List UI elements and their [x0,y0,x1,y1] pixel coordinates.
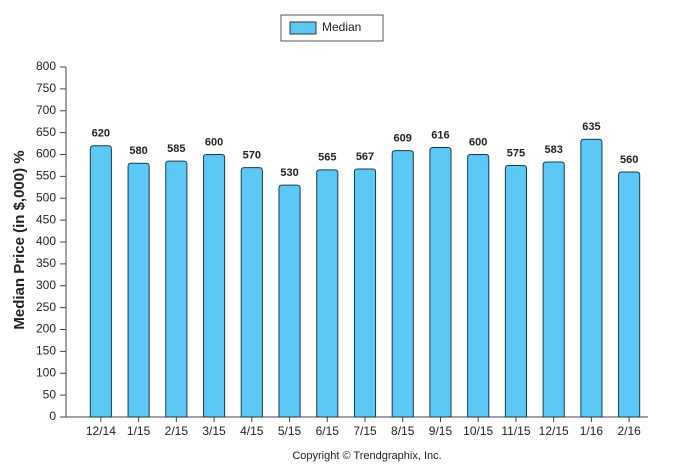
bar [203,154,226,418]
x-tick-label: 8/15 [391,424,415,438]
value-label: 565 [318,152,336,164]
y-axis-label: Median Price (in $,000) % [11,150,28,329]
bar [165,160,188,418]
bar [278,184,301,418]
bar [429,147,452,418]
value-label: 575 [507,147,525,159]
bar [618,171,641,418]
x-tick-label: 6/15 [316,424,340,438]
x-tick-label: 12/15 [539,424,569,438]
y-tick-label: 300 [36,278,56,292]
legend-swatch [289,21,317,35]
value-label: 600 [205,136,223,148]
y-tick-label: 550 [36,169,56,183]
value-label: 580 [129,145,147,157]
bar [89,145,112,418]
y-tick-label: 450 [36,212,56,226]
x-tick-label: 11/15 [501,424,530,438]
y-tick-label: 150 [36,344,56,358]
x-tick-label: 5/15 [278,424,302,438]
y-tick-label: 700 [36,103,56,117]
y-tick-label: 200 [36,322,56,336]
x-tick-label: 1/15 [127,424,151,438]
value-label: 616 [431,129,449,141]
bar [391,150,414,418]
y-tick-label: 500 [36,190,56,204]
y-tick-label: 750 [36,81,56,95]
y-tick-label: 350 [36,256,56,270]
x-tick-label: 2/15 [165,424,189,438]
y-tick-label: 100 [36,365,56,379]
y-tick-label: 400 [36,234,56,248]
copyright: Copyright © Trendgraphix, Inc. [292,450,441,462]
value-label: 635 [582,121,600,133]
bar [467,154,490,418]
x-tick-label: 1/16 [580,424,604,438]
bar [504,164,527,418]
bar [580,138,603,418]
value-label: 585 [167,143,185,155]
value-label: 583 [544,144,562,156]
y-tick-label: 600 [36,147,56,161]
x-tick-label: 3/15 [202,424,226,438]
y-tick-label: 50 [43,387,57,401]
x-tick-label: 2/16 [617,424,641,438]
y-tick-label: 0 [49,409,56,423]
x-tick-label: 12/14 [86,424,116,438]
y-tick-label: 250 [36,300,56,314]
x-tick-label: 10/15 [463,424,493,438]
y-tick-label: 650 [36,125,56,139]
x-tick-label: 4/15 [240,424,264,438]
value-label: 620 [92,128,110,140]
y-tick-label: 800 [36,59,56,73]
legend-label: Median [322,20,361,34]
bar [316,169,339,418]
value-label: 609 [394,132,412,144]
value-label: 570 [243,150,261,162]
value-label: 567 [356,151,374,163]
x-tick-label: 9/15 [429,424,453,438]
value-label: 530 [280,167,298,179]
value-label: 600 [469,136,487,148]
x-tick-label: 7/15 [353,424,377,438]
bar [127,162,150,418]
bar [353,168,377,418]
bar [240,167,263,418]
value-label: 560 [620,154,638,166]
bar [542,161,565,418]
